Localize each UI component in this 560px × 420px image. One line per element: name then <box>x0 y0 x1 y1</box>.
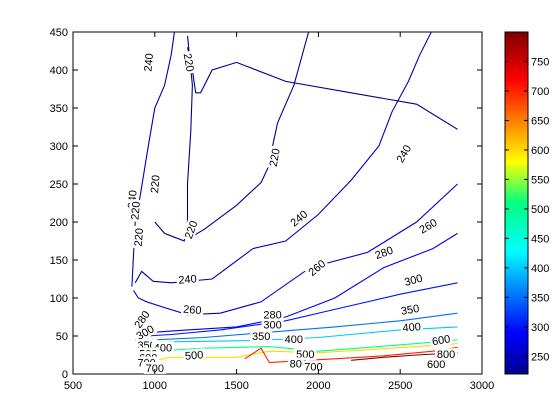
contour-label-background <box>401 271 426 289</box>
contour-label: 220 <box>133 228 147 247</box>
contour-label-background <box>429 331 453 348</box>
contour-line-220 <box>190 31 310 238</box>
colorbar-tick-label: 750 <box>531 56 549 68</box>
colorbar-ticks: 250 300 350 400 450 500 550 600 650 700 750 <box>505 56 549 363</box>
contour-label: 350 <box>400 303 420 318</box>
contour-label: 220 <box>129 201 143 220</box>
contour-label: 400 <box>285 334 303 346</box>
contour-label-background <box>304 255 330 280</box>
contour-label: 220 <box>181 52 196 72</box>
contour-label-background <box>392 141 415 167</box>
contour-label-background <box>302 360 325 373</box>
colorbar-tick-label: 550 <box>531 174 549 186</box>
contour-label-background <box>266 145 283 170</box>
contour-label-background <box>130 306 153 332</box>
contour-label: 280 <box>374 245 395 263</box>
contour-label: 300 <box>403 273 424 289</box>
plot-frame <box>72 31 483 375</box>
x-tick-label: 500 <box>64 380 82 392</box>
contour-label: 220 <box>268 147 283 167</box>
y-tick-label: 250 <box>50 179 68 191</box>
colorbar-tick-label: 650 <box>531 115 549 127</box>
contour-label-background <box>425 358 448 371</box>
contour-label-background <box>128 199 143 223</box>
contour-label: 220 <box>183 219 201 240</box>
contour-label-background <box>180 302 204 317</box>
contour-label: 260 <box>183 304 202 318</box>
x-tick-label: 2500 <box>388 380 412 392</box>
contour-label: 220 <box>149 174 163 193</box>
contour-label-background <box>250 330 273 342</box>
contour-label-background <box>181 50 197 75</box>
contour-label: 300 <box>263 320 281 332</box>
contour-label-background <box>294 348 317 361</box>
y-tick-label: 0 <box>62 369 68 381</box>
y-tick-label: 450 <box>50 27 68 39</box>
contour-label-background <box>435 348 458 361</box>
colorbar-tick-label: 700 <box>531 86 549 98</box>
contour-label: 240 <box>178 273 197 287</box>
contour-line-600 <box>141 343 458 364</box>
contour-label-background <box>400 319 424 334</box>
contour-label: 700 <box>146 363 164 375</box>
colorbar-tick-label: 600 <box>531 145 549 157</box>
colorbar-tick-label: 350 <box>531 292 549 304</box>
colorbar: 250 300 350 400 450 500 550 600 650 700 750 <box>504 31 549 375</box>
y-tick-label: 50 <box>56 331 68 343</box>
colorbar-gradient <box>504 31 529 375</box>
contour-label: 400 <box>402 321 421 335</box>
x-tick-label: 2000 <box>306 380 330 392</box>
x-tick-label: 3000 <box>470 380 494 392</box>
y-tick-label: 300 <box>50 141 68 153</box>
contour-label-background <box>147 172 162 196</box>
y-tick-label: 200 <box>50 217 68 229</box>
y-tick-label: 100 <box>50 293 68 305</box>
contour-line-260 <box>133 183 458 316</box>
contour-label-background <box>415 215 441 237</box>
contour-label: 240 <box>142 53 156 72</box>
colorbar-tick-label: 500 <box>531 204 549 216</box>
contour-label-background <box>176 272 200 286</box>
colorbar-tick-label: 300 <box>531 322 549 334</box>
contour-label-background <box>131 225 146 249</box>
contour-label-background <box>141 50 156 74</box>
contour-label-background <box>143 361 166 374</box>
contour-label-background <box>132 321 158 343</box>
colorbar-tick-label: 450 <box>531 233 549 245</box>
x-tick-label: 1500 <box>224 380 248 392</box>
contour-line-220 <box>186 47 458 130</box>
x-tick-label: 1000 <box>143 380 167 392</box>
contour-label-background <box>398 301 422 318</box>
contour-label-background <box>282 333 305 346</box>
colorbar-tick-label: 400 <box>531 263 549 275</box>
contour-label-background <box>371 242 397 262</box>
contour-label: 350 <box>252 331 270 343</box>
contour-label: 700 <box>304 361 322 373</box>
colorbar-tick-label: 250 <box>531 351 549 363</box>
contour-label-background <box>182 348 206 362</box>
contour-label-background <box>261 308 284 321</box>
contour-line-240 <box>134 31 432 284</box>
contour-label: 500 <box>184 349 203 363</box>
x-axis-ticks: 500 1000 1500 2000 2500 3000 <box>64 32 494 392</box>
y-tick-label: 150 <box>50 255 68 267</box>
contour-label-background <box>181 217 201 242</box>
contour-label-background <box>286 206 312 230</box>
y-tick-label: 400 <box>50 65 68 77</box>
contour-label-background <box>261 318 284 331</box>
contour-label: 600 <box>431 333 451 348</box>
contour-label: 600 <box>427 359 445 371</box>
y-tick-label: 350 <box>50 103 68 115</box>
